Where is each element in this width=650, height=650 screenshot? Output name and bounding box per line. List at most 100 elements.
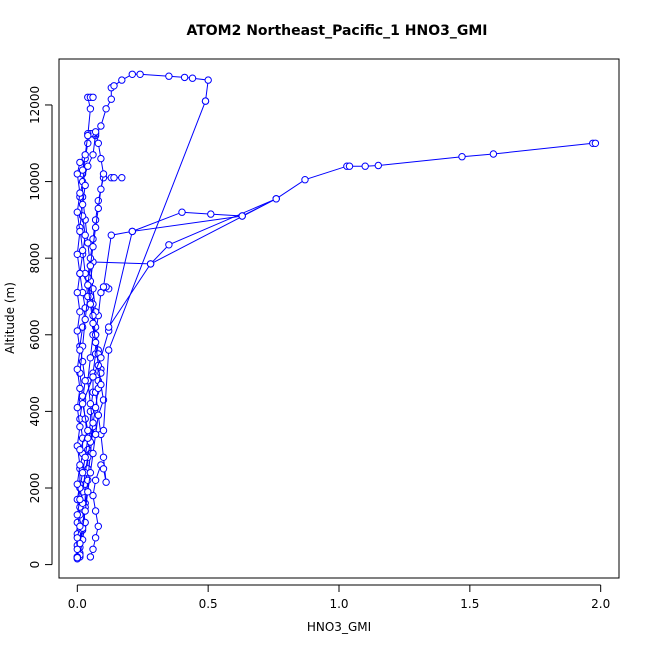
data-point	[238, 212, 246, 220]
data-point	[107, 231, 116, 239]
data-point	[78, 469, 87, 477]
y-tick-label: 8000	[28, 243, 42, 274]
series-3	[86, 139, 600, 561]
data-point	[86, 354, 95, 362]
x-tick-label: 2.0	[591, 597, 610, 611]
data-point	[89, 545, 97, 553]
data-point	[91, 507, 100, 515]
data-point	[102, 478, 110, 486]
data-point	[89, 373, 97, 381]
data-point	[91, 534, 100, 542]
y-tick-label: 12000	[28, 86, 42, 124]
data-point	[102, 105, 110, 113]
data-point	[489, 150, 498, 158]
data-point	[146, 260, 155, 268]
data-point	[165, 241, 173, 249]
data-point	[201, 97, 210, 105]
data-point	[73, 403, 82, 412]
data-point	[89, 235, 97, 243]
data-point	[374, 161, 382, 170]
data-point	[89, 243, 97, 251]
plot-frame	[58, 58, 620, 579]
y-tick-label: 2000	[28, 473, 42, 504]
data-point	[73, 327, 82, 335]
data-point	[89, 93, 97, 102]
data-point	[91, 216, 100, 224]
data-point	[81, 507, 89, 515]
data-point	[86, 400, 95, 408]
data-point	[89, 151, 97, 159]
data-point	[97, 380, 105, 389]
data-point	[86, 254, 95, 262]
data-point	[76, 189, 84, 197]
data-point	[78, 166, 87, 174]
data-point	[99, 426, 108, 435]
data-point	[91, 331, 100, 339]
data-point	[73, 554, 82, 562]
data-point	[76, 227, 84, 236]
data-point	[204, 76, 212, 84]
data-point	[73, 545, 82, 553]
series-9	[99, 97, 210, 435]
data-point	[81, 315, 89, 324]
data-point	[128, 70, 137, 79]
data-point	[73, 511, 82, 519]
data-point	[178, 208, 186, 216]
series-layer	[73, 70, 600, 563]
data-point	[118, 76, 126, 84]
data-point	[76, 346, 84, 354]
series-line	[103, 100, 206, 431]
data-point	[84, 139, 92, 148]
data-point	[89, 319, 97, 327]
data-point	[94, 204, 103, 213]
data-point	[86, 105, 95, 113]
data-point	[78, 400, 87, 408]
data-point	[118, 174, 126, 182]
data-point	[84, 131, 92, 140]
data-point	[76, 423, 84, 431]
data-point	[86, 262, 95, 270]
data-point	[105, 346, 113, 354]
data-point	[110, 174, 118, 182]
data-point	[91, 128, 100, 136]
data-point	[86, 300, 95, 308]
y-axis: 0 2000 4000 6000 8000 10000 12000	[28, 86, 53, 569]
data-point	[84, 162, 92, 170]
data-point	[272, 195, 280, 203]
data-point	[361, 162, 369, 170]
data-point	[76, 308, 84, 316]
data-point	[110, 82, 118, 90]
data-point	[73, 250, 82, 259]
data-point	[84, 281, 92, 289]
data-point	[81, 151, 89, 159]
data-point	[89, 311, 97, 320]
data-point	[73, 534, 82, 542]
data-point	[107, 95, 116, 103]
series-10	[76, 195, 280, 454]
data-point	[81, 181, 89, 190]
data-point	[76, 495, 84, 504]
data-point	[81, 377, 89, 385]
data-point	[81, 231, 89, 239]
data-point	[97, 185, 105, 193]
data-point	[73, 365, 82, 373]
data-point	[91, 338, 100, 347]
data-point	[76, 384, 84, 393]
data-point	[105, 323, 113, 331]
data-point	[81, 453, 89, 461]
y-tick-label: 0	[28, 561, 42, 569]
x-tick-label: 1.5	[460, 597, 479, 611]
data-point	[97, 122, 105, 130]
data-point	[99, 453, 108, 461]
data-point	[591, 139, 600, 148]
y-axis-label: Altitude (m)	[3, 282, 17, 354]
data-point	[76, 461, 84, 469]
series-line	[79, 73, 209, 554]
x-tick-label: 0.0	[68, 597, 87, 611]
data-point	[97, 354, 105, 362]
y-tick-label: 6000	[28, 320, 42, 351]
data-point	[73, 208, 82, 216]
data-point	[188, 74, 197, 82]
data-point	[84, 426, 92, 435]
